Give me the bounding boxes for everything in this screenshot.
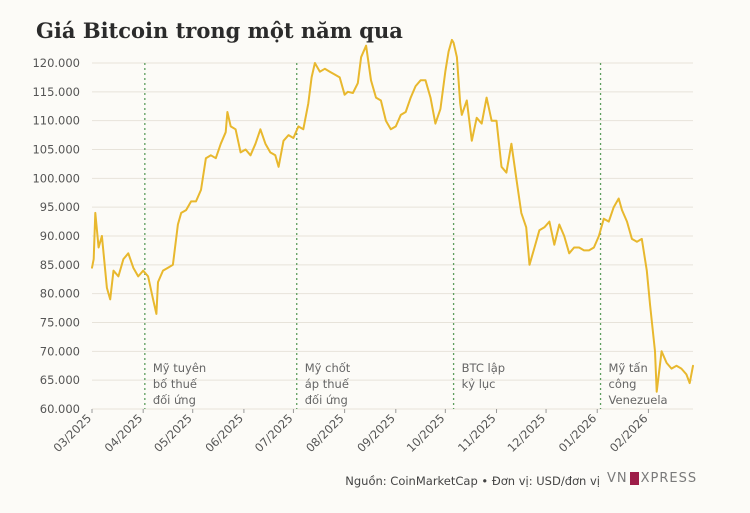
annotation-text: kỷ lục <box>462 377 496 391</box>
y-tick-label: 90.000 <box>40 229 80 243</box>
x-tick-label: 05/2025 <box>151 411 195 455</box>
x-tick-label: 08/2025 <box>303 411 347 455</box>
x-tick-label: 07/2025 <box>252 411 296 455</box>
y-tick-label: 110.000 <box>32 114 80 128</box>
annotation-text: Mỹ tấn <box>609 361 648 375</box>
x-tick-label: 06/2025 <box>202 411 246 455</box>
y-tick-label: 65.000 <box>40 373 80 387</box>
y-tick-label: 80.000 <box>40 287 80 301</box>
annotation-text: bố thuế <box>153 377 198 391</box>
x-tick-label: 09/2025 <box>354 411 398 455</box>
annotation-text: áp thuế <box>305 377 350 391</box>
x-tick-label: 12/2025 <box>504 411 548 455</box>
x-tick-label: 01/2026 <box>556 411 600 455</box>
annotation-text: đối ứng <box>153 393 196 407</box>
y-tick-label: 85.000 <box>40 258 80 272</box>
logo-mark-icon <box>629 472 639 485</box>
y-tick-label: 120.000 <box>32 56 80 70</box>
x-tick-label: 04/2025 <box>102 411 146 455</box>
vnexpress-logo: VN XPRESS <box>607 471 697 486</box>
annotation-text: Venezuela <box>609 393 668 407</box>
y-tick-label: 70.000 <box>40 344 80 358</box>
y-tick-label: 105.000 <box>32 143 80 157</box>
x-tick-label: 03/2025 <box>50 411 94 455</box>
y-tick-label: 95.000 <box>40 200 80 214</box>
annotation-text: công <box>609 377 637 391</box>
annotation-text: BTC lập <box>462 361 505 375</box>
y-tick-label: 60.000 <box>40 402 80 416</box>
annotation-text: Mỹ tuyên <box>153 361 206 375</box>
logo-text-vn: VN <box>607 471 628 486</box>
source-note: Nguồn: CoinMarketCap • Đơn vị: USD/đơn v… <box>345 474 600 488</box>
x-tick-label: 11/2025 <box>455 411 499 455</box>
price-series-line <box>91 38 694 393</box>
x-tick-label: 02/2026 <box>607 411 651 455</box>
y-tick-label: 100.000 <box>32 171 80 185</box>
annotation-text: Mỹ chốt <box>305 361 351 375</box>
annotation-text: đối ứng <box>305 393 348 407</box>
y-tick-label: 115.000 <box>32 85 80 99</box>
page-title: Giá Bitcoin trong một năm qua <box>36 18 403 43</box>
y-tick-label: 75.000 <box>40 316 80 330</box>
x-tick-label: 10/2025 <box>404 411 448 455</box>
logo-text-xpress: XPRESS <box>640 471 698 486</box>
